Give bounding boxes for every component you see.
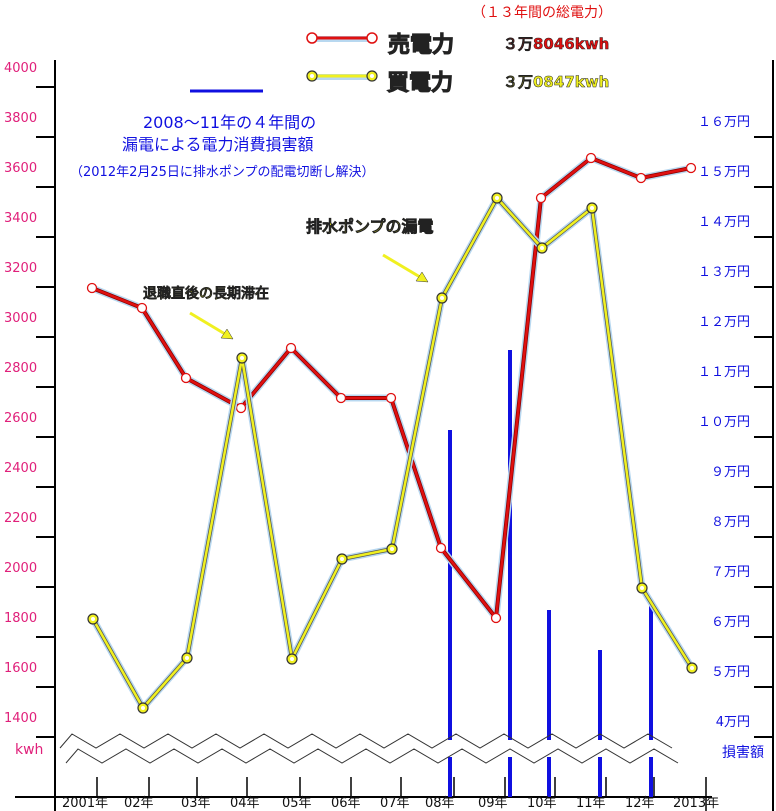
sell-data-point (180, 372, 192, 384)
annotation-arrow-head (220, 328, 234, 340)
y-right-tick-label: １５万円 (697, 165, 750, 180)
y-right-tick-label: １３万円 (697, 265, 750, 280)
legend-sell-label: 売電力 (387, 33, 455, 59)
buy-data-point-dot (340, 557, 344, 561)
annotation-pump: 排水ポンプの漏電 (306, 217, 434, 237)
buy-data-point-dot (640, 586, 644, 590)
series-outline (91, 196, 694, 710)
legend-sell-marker (306, 32, 318, 44)
buy-data-point-dot (440, 296, 444, 300)
sell-data-point (335, 392, 347, 404)
sell-data-point (685, 162, 697, 174)
y-right-tick-label: １６万円 (697, 115, 750, 130)
y-right-unit: 損害額 (722, 745, 764, 761)
buy-data-point-dot (141, 706, 145, 710)
legend-buy-label: 買電力 (386, 71, 454, 97)
annotation-arrow (382, 253, 426, 282)
y-left-tick-label: 3800 (4, 111, 38, 126)
buy-data-point-dot (91, 617, 95, 621)
x-tick-label: 02年 (124, 796, 154, 811)
y-left-tick-label: 3200 (4, 261, 38, 276)
y-left-tick-label: 2200 (4, 511, 38, 526)
legend-sell-marker (366, 32, 378, 44)
axis-break-zigzag (59, 733, 673, 749)
sell-data-point (385, 392, 397, 404)
buy-data-point-dot (495, 196, 499, 200)
y-right-tick-label: ７万円 (710, 565, 750, 580)
y-left-tick-label: 2800 (4, 361, 38, 376)
x-tick-label: 03年 (181, 796, 211, 811)
y-right-tick-label: ９万円 (710, 465, 750, 480)
sell-data-point (585, 152, 597, 164)
y-left-tick-label: 1400 (4, 711, 38, 726)
y-left-tick-label: 1600 (4, 661, 38, 676)
x-tick-label: 08年 (425, 796, 455, 811)
sell-data-point (136, 302, 148, 314)
sell-data-point (535, 192, 547, 204)
x-tick-label: 11年 (576, 796, 606, 811)
y-left-tick-label: 2000 (4, 561, 38, 576)
y-left-unit: kwh (15, 742, 44, 758)
x-tick-label: 07年 (380, 796, 410, 811)
y-right-tick-label: ５万円 (710, 665, 750, 680)
y-right-tick-label: ８万円 (710, 515, 750, 530)
y-left-tick-label: 4000 (4, 61, 38, 76)
y-right-tick-label: 4万円 (715, 715, 750, 730)
y-right-tick-label: １４万円 (697, 215, 750, 230)
legend-note: （１３年間の総電力） (472, 5, 612, 21)
y-left-tick-label: 2600 (4, 411, 38, 426)
annotation-retire: 退職直後の長期滞在 (143, 286, 270, 303)
y-left-tick-label: 1800 (4, 611, 38, 626)
sell-data-point (285, 342, 297, 354)
y-left-tick-label: 3600 (4, 161, 38, 176)
y-left-tick-label: 3000 (4, 311, 38, 326)
x-tick-label: 04年 (230, 796, 260, 811)
buy-data-point-dot (390, 547, 394, 551)
buy-data-point-dot (590, 206, 594, 210)
chart-title-line2: 漏電による電力消費損害額 (122, 135, 314, 154)
annotation-arrow-head (415, 271, 429, 283)
y-right-tick-label: １０万円 (697, 415, 750, 430)
x-tick-label: 05年 (282, 796, 312, 811)
y-right-tick-label: １１万円 (697, 365, 750, 380)
legend-sell-total: ３万8046kwh (503, 35, 610, 54)
legend-buy-marker-dot (370, 74, 374, 78)
y-right-tick-label: １２万円 (697, 315, 750, 330)
x-tick-label: 06年 (331, 796, 361, 811)
buy-data-point-dot (540, 246, 544, 250)
annotation-arrow (189, 311, 231, 339)
y-left-tick-label: 3400 (4, 211, 38, 226)
buy-data-point-dot (240, 356, 244, 360)
sell-data-point (635, 172, 647, 184)
buy-data-point-dot (690, 666, 694, 670)
axis-break-zigzag (65, 748, 679, 764)
buy-data-point-dot (290, 657, 294, 661)
chart-title-line1: 2008～11年の４年間の (143, 113, 317, 132)
x-tick-label: 12年 (625, 796, 655, 811)
x-tick-label: 2001年 (62, 796, 109, 811)
sell-data-point (235, 402, 247, 414)
legend-buy-total: ３万0847kwh (503, 73, 610, 92)
sell-data-point (490, 612, 502, 624)
buy-data-point-dot (185, 656, 189, 660)
sell-data-point (435, 542, 447, 554)
chart-subtitle: （2012年2月25日に排水ポンプの配電切断し解決） (70, 165, 375, 180)
x-tick-label: 2013年 (673, 796, 720, 811)
y-right-tick-label: ６万円 (710, 615, 750, 630)
sell-data-point (86, 282, 98, 294)
legend-buy-marker-dot (310, 74, 314, 78)
x-tick-label: 09年 (478, 796, 508, 811)
y-left-tick-label: 2400 (4, 461, 38, 476)
x-tick-label: 10年 (527, 796, 557, 811)
